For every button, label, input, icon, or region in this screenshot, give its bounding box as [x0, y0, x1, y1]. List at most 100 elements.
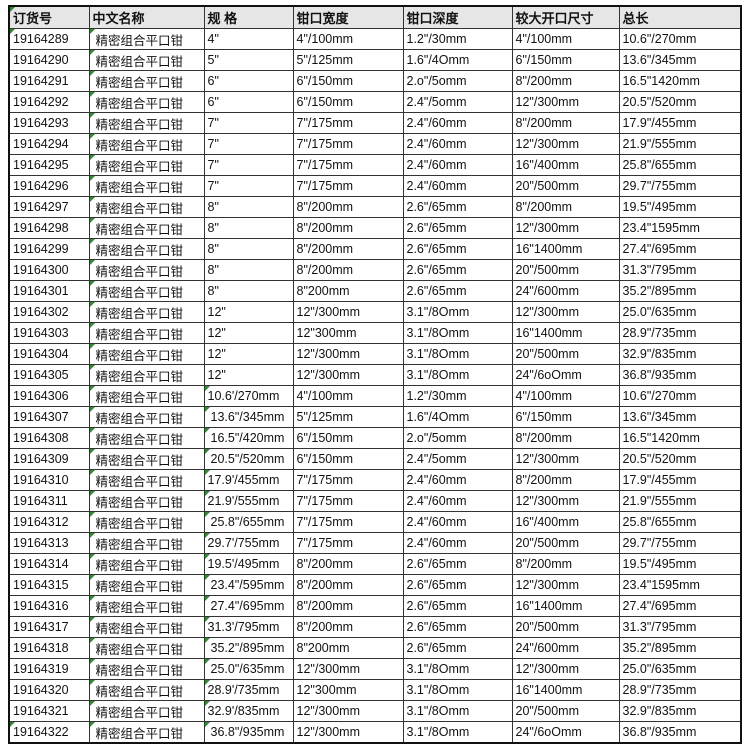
cell-spec[interactable]: 8" [203, 259, 294, 281]
cell-chinese-name[interactable]: 精密组合平口钳 [88, 385, 205, 407]
cell-total-length[interactable]: 29.7"/755mm [618, 175, 742, 197]
cell-order-no[interactable]: 19164300 [8, 259, 90, 281]
cell-jaw-depth[interactable]: 2.4"/60mm [402, 469, 513, 491]
cell-spec[interactable]: 7" [203, 154, 294, 176]
cell-jaw-width[interactable]: 4"/100mm [292, 28, 404, 50]
cell-order-no[interactable]: 19164320 [8, 679, 90, 701]
cell-chinese-name[interactable]: 精密组合平口钳 [88, 301, 205, 323]
cell-jaw-depth[interactable]: 2.4"/60mm [402, 154, 513, 176]
cell-chinese-name[interactable]: 精密组合平口钳 [88, 532, 205, 554]
cell-max-opening[interactable]: 16"/400mm [511, 154, 620, 176]
cell-spec[interactable]: 5" [203, 49, 294, 71]
cell-spec[interactable]: 7" [203, 112, 294, 134]
cell-jaw-width[interactable]: 7"/175mm [292, 469, 404, 491]
cell-total-length[interactable]: 23.4"1595mm [618, 574, 742, 596]
cell-max-opening[interactable]: 8"/200mm [511, 70, 620, 92]
cell-order-no[interactable]: 19164312 [8, 511, 90, 533]
cell-total-length[interactable]: 25.8"/655mm [618, 511, 742, 533]
cell-order-no[interactable]: 19164309 [8, 448, 90, 470]
cell-jaw-depth[interactable]: 2.6"/65mm [402, 280, 513, 302]
cell-max-opening[interactable]: 12"/300mm [511, 133, 620, 155]
cell-max-opening[interactable]: 20"/500mm [511, 175, 620, 197]
cell-jaw-width[interactable]: 12"/300mm [292, 658, 404, 680]
cell-chinese-name[interactable]: 精密组合平口钳 [88, 112, 205, 134]
cell-chinese-name[interactable]: 精密组合平口钳 [88, 91, 205, 113]
cell-total-length[interactable]: 25.8"/655mm [618, 154, 742, 176]
cell-jaw-width[interactable]: 12"/300mm [292, 343, 404, 365]
cell-jaw-width[interactable]: 7"/175mm [292, 154, 404, 176]
cell-order-no[interactable]: 19164314 [8, 553, 90, 575]
cell-spec[interactable]: 8" [203, 217, 294, 239]
cell-max-opening[interactable]: 8"/200mm [511, 553, 620, 575]
cell-max-opening[interactable]: 24"/600mm [511, 280, 620, 302]
cell-max-opening[interactable]: 8"/200mm [511, 427, 620, 449]
cell-jaw-width[interactable]: 7"/175mm [292, 511, 404, 533]
cell-order-no[interactable]: 19164296 [8, 175, 90, 197]
cell-order-no[interactable]: 19164291 [8, 70, 90, 92]
cell-spec[interactable]: 12" [203, 343, 294, 365]
cell-spec[interactable]: 6" [203, 91, 294, 113]
cell-jaw-width[interactable]: 5"/125mm [292, 49, 404, 71]
cell-order-no[interactable]: 19164302 [8, 301, 90, 323]
cell-order-no[interactable]: 19164322 [8, 721, 90, 744]
cell-jaw-width[interactable]: 12"/300mm [292, 301, 404, 323]
cell-order-no[interactable]: 19164319 [8, 658, 90, 680]
cell-order-no[interactable]: 19164289 [8, 28, 90, 50]
cell-spec[interactable]: 10.6'/270mm [203, 385, 294, 407]
cell-jaw-depth[interactable]: 2.6"/65mm [402, 616, 513, 638]
cell-order-no[interactable]: 19164313 [8, 532, 90, 554]
cell-max-opening[interactable]: 24"/6oOmm [511, 364, 620, 386]
cell-spec[interactable]: 35.2"/895mm [203, 637, 294, 659]
cell-total-length[interactable]: 19.5"/495mm [618, 196, 742, 218]
cell-chinese-name[interactable]: 精密组合平口钳 [88, 70, 205, 92]
cell-max-opening[interactable]: 20"/500mm [511, 259, 620, 281]
cell-total-length[interactable]: 29.7"/755mm [618, 532, 742, 554]
cell-jaw-depth[interactable]: 3.1"/8Omm [402, 364, 513, 386]
cell-order-no[interactable]: 19164297 [8, 196, 90, 218]
cell-jaw-depth[interactable]: 2.4"/60mm [402, 532, 513, 554]
cell-order-no[interactable]: 19164304 [8, 343, 90, 365]
cell-spec[interactable]: 7" [203, 133, 294, 155]
cell-order-no[interactable]: 19164295 [8, 154, 90, 176]
cell-total-length[interactable]: 32.9"/835mm [618, 700, 742, 722]
cell-order-no[interactable]: 19164306 [8, 385, 90, 407]
cell-jaw-width[interactable]: 6"/150mm [292, 91, 404, 113]
cell-total-length[interactable]: 25.0"/635mm [618, 301, 742, 323]
cell-total-length[interactable]: 35.2"/895mm [618, 637, 742, 659]
header-jaw-depth[interactable]: 钳口深度 [402, 5, 513, 29]
cell-total-length[interactable]: 17.9"/455mm [618, 112, 742, 134]
cell-total-length[interactable]: 32.9"/835mm [618, 343, 742, 365]
cell-jaw-depth[interactable]: 3.1"/8Omm [402, 322, 513, 344]
cell-max-opening[interactable]: 24"/600mm [511, 637, 620, 659]
cell-jaw-width[interactable]: 6"/150mm [292, 70, 404, 92]
cell-order-no[interactable]: 19164310 [8, 469, 90, 491]
cell-jaw-depth[interactable]: 1.2"/30mm [402, 385, 513, 407]
cell-jaw-depth[interactable]: 2.6"/65mm [402, 238, 513, 260]
cell-jaw-width[interactable]: 7"/175mm [292, 490, 404, 512]
cell-chinese-name[interactable]: 精密组合平口钳 [88, 700, 205, 722]
cell-order-no[interactable]: 19164294 [8, 133, 90, 155]
cell-jaw-width[interactable]: 12"300mm [292, 322, 404, 344]
cell-spec[interactable]: 29.7'/755mm [203, 532, 294, 554]
cell-max-opening[interactable]: 12"/300mm [511, 574, 620, 596]
header-max-opening[interactable]: 较大开口尺寸 [511, 5, 620, 29]
cell-jaw-width[interactable]: 4"/100mm [292, 385, 404, 407]
cell-total-length[interactable]: 31.3"/795mm [618, 616, 742, 638]
cell-order-no[interactable]: 19164316 [8, 595, 90, 617]
cell-chinese-name[interactable]: 精密组合平口钳 [88, 238, 205, 260]
cell-max-opening[interactable]: 12"/300mm [511, 301, 620, 323]
cell-chinese-name[interactable]: 精密组合平口钳 [88, 490, 205, 512]
cell-chinese-name[interactable]: 精密组合平口钳 [88, 259, 205, 281]
cell-chinese-name[interactable]: 精密组合平口钳 [88, 637, 205, 659]
header-order-no[interactable]: 订货号 [8, 5, 90, 29]
cell-spec[interactable]: 6" [203, 70, 294, 92]
cell-order-no[interactable]: 19164311 [8, 490, 90, 512]
cell-jaw-width[interactable]: 8"/200mm [292, 595, 404, 617]
cell-jaw-depth[interactable]: 2.4"/60mm [402, 133, 513, 155]
cell-spec[interactable]: 16.5"/420mm [203, 427, 294, 449]
cell-total-length[interactable]: 35.2"/895mm [618, 280, 742, 302]
cell-chinese-name[interactable]: 精密组合平口钳 [88, 616, 205, 638]
cell-jaw-depth[interactable]: 2.4"/60mm [402, 112, 513, 134]
cell-chinese-name[interactable]: 精密组合平口钳 [88, 595, 205, 617]
cell-chinese-name[interactable]: 精密组合平口钳 [88, 448, 205, 470]
